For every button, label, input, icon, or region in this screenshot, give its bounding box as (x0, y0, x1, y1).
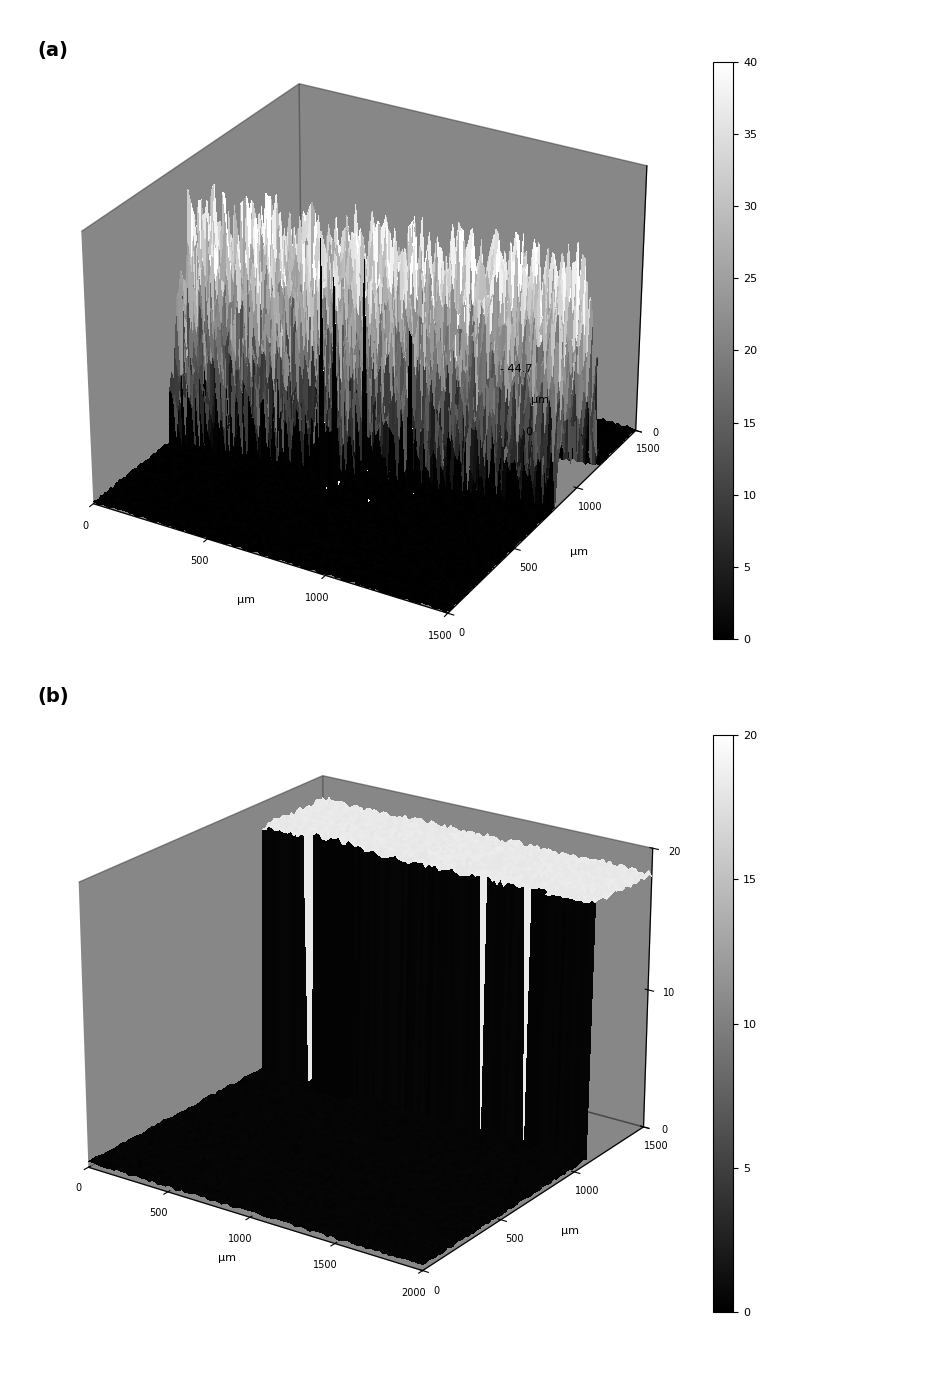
Y-axis label: μm: μm (561, 1226, 579, 1237)
Y-axis label: μm: μm (570, 547, 588, 556)
Text: (b): (b) (37, 687, 69, 706)
Text: (a): (a) (37, 41, 68, 60)
Text: 0: 0 (525, 427, 532, 437)
Text: μm: μm (532, 396, 549, 405)
X-axis label: μm: μm (237, 595, 255, 605)
X-axis label: μm: μm (218, 1253, 236, 1263)
Text: - 44.7: - 44.7 (500, 364, 532, 374)
